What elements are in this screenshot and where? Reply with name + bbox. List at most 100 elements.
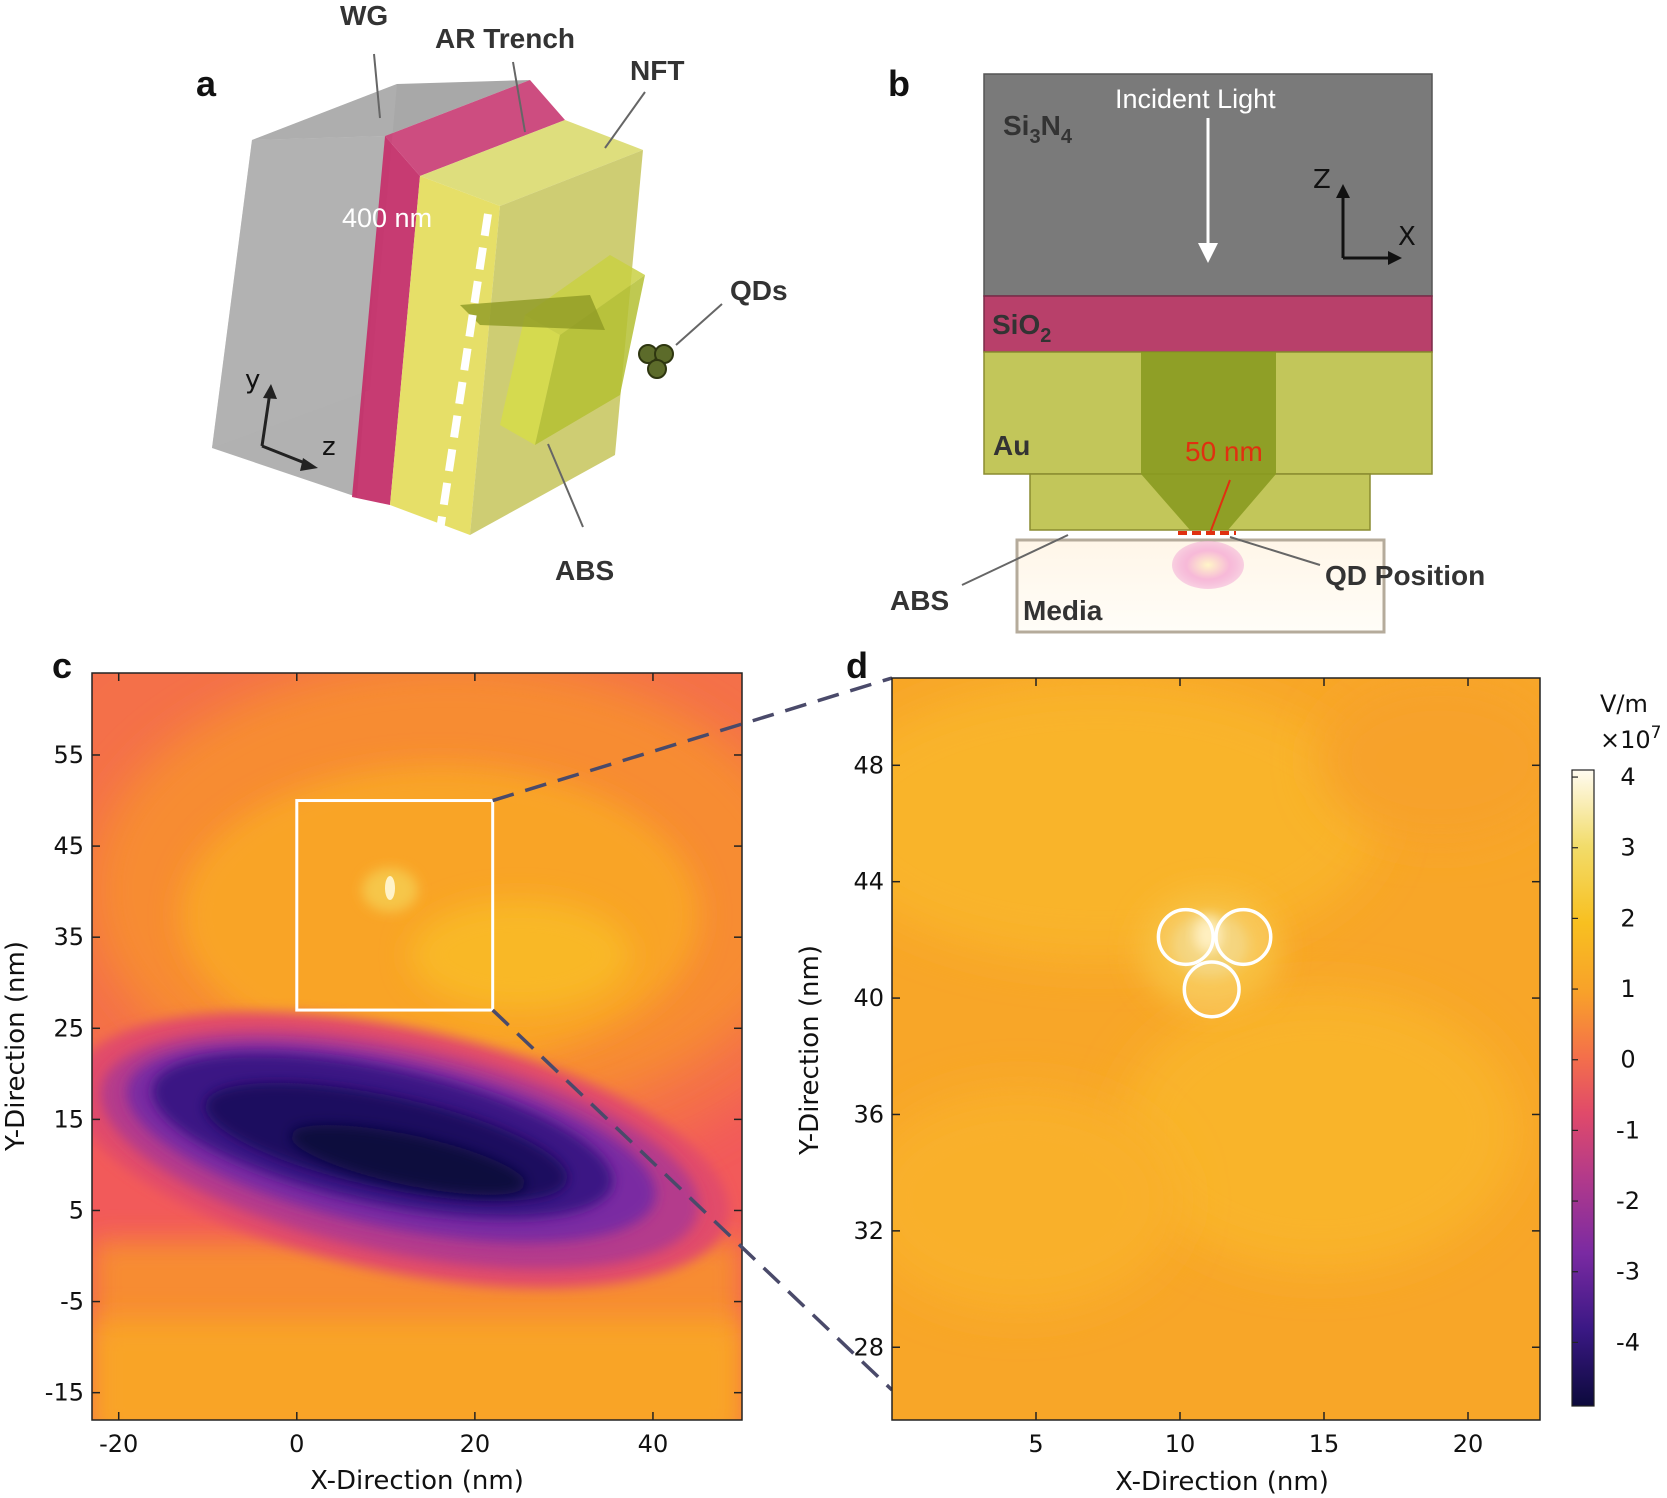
y-tick-label: 15 [53, 1105, 84, 1133]
colorbar-tick-label: 0 [1620, 1046, 1635, 1074]
colorbar-tick-label: -1 [1616, 1116, 1640, 1144]
y-tick-label: 44 [853, 868, 884, 896]
heatmap-c [92, 673, 742, 1420]
b-abs-label: ABS [890, 585, 949, 616]
heatmap-d [892, 678, 1540, 1420]
y-tick-label: 35 [53, 923, 84, 951]
y-tick-label: -15 [45, 1379, 84, 1407]
abs-front [500, 315, 560, 445]
hot-spot [1172, 541, 1244, 589]
colorbar-tick-label: 1 [1620, 975, 1635, 1003]
dimension-label: 400 nm [342, 203, 432, 233]
y-tick-label: 45 [53, 832, 84, 860]
zoom-box [295, 799, 495, 1012]
x-tick-label: 20 [1453, 1430, 1484, 1458]
panel-b-letter: b [888, 63, 910, 104]
axes-d: 5 10 15 20 28 32 36 40 44 48 [853, 678, 1540, 1458]
b-abs-leader [961, 534, 1069, 586]
ar-trench-front [352, 136, 420, 505]
au-core [1141, 352, 1276, 530]
b-dimension-label: 50 nm [1185, 436, 1263, 467]
plot-d-frame [891, 677, 1541, 1421]
x-tick-label: 20 [460, 1430, 491, 1458]
colorbar-tick-label: -4 [1616, 1328, 1640, 1356]
wg-label: WG [340, 0, 388, 31]
y-tick-label: 55 [53, 741, 84, 769]
qd-circles [1156, 907, 1273, 1019]
b-axis-x-head [1388, 251, 1402, 265]
x-tick-label: 10 [1165, 1430, 1196, 1458]
nft-top [420, 120, 643, 206]
panel-a: a WG AR Trench NFT QDs [196, 0, 788, 586]
qd-circle [1214, 907, 1273, 967]
c-ylabel: Y-Direction (nm) [1, 941, 31, 1152]
nft-leader [604, 91, 646, 149]
qd-position-label: QD Position [1325, 560, 1485, 591]
colorbar-tick-label: -3 [1616, 1258, 1640, 1286]
zoom-connector-top [492, 676, 893, 803]
axes-gizmo: y z [245, 365, 336, 471]
incident-arrowhead [1198, 243, 1218, 263]
nft-dashed-line [436, 213, 492, 531]
colorbar-unit: V/m [1600, 690, 1648, 718]
colorbar-tick-label: 2 [1620, 904, 1635, 932]
d-ylabel: Y-Direction (nm) [795, 945, 825, 1156]
panel-c-letter: c [52, 645, 72, 686]
y-tick-label: 32 [853, 1217, 884, 1245]
nft-label: NFT [630, 55, 684, 86]
y-tick-label: -5 [60, 1288, 84, 1316]
panel-d-letter: d [846, 645, 868, 686]
b-axis-z-head [1336, 184, 1350, 198]
y-tick-label: 40 [853, 984, 884, 1012]
zoom-connector-bottom [491, 1008, 894, 1392]
qds-leader [675, 303, 723, 346]
b-axis-x-label: X [1398, 222, 1416, 252]
y-tick-label: 5 [69, 1196, 84, 1224]
y-tick-label: 25 [53, 1014, 84, 1042]
axis-z-label: z [322, 432, 336, 462]
qd-position-leader [1229, 536, 1321, 566]
colorbar [1571, 769, 1595, 1407]
abs-side [535, 275, 645, 445]
incident-light-label: Incident Light [1115, 84, 1276, 114]
x-tick-label: 0 [289, 1430, 304, 1458]
colorbar-tick-label: -2 [1616, 1187, 1640, 1215]
qd-circle [1156, 907, 1215, 967]
plot-c-frame [91, 672, 743, 1421]
x-tick-label: -20 [99, 1430, 138, 1458]
b-axis-z-label: Z [1313, 165, 1331, 195]
dimension-leader [1209, 479, 1231, 534]
x-tick-label: 15 [1309, 1430, 1340, 1458]
ar-trench-label: AR Trench [435, 23, 575, 54]
abs-leader [547, 443, 584, 528]
nft-front [390, 176, 500, 535]
c-xlabel: X-Direction (nm) [310, 1466, 524, 1496]
qd-cluster [638, 344, 674, 379]
panel-a-letter: a [196, 63, 217, 104]
x-tick-label: 5 [1028, 1430, 1043, 1458]
wg-block-inner [212, 84, 397, 448]
si3n4-label: Si3N4 [1003, 110, 1073, 148]
y-tick-label: 28 [853, 1333, 884, 1361]
ar-trench-leader [512, 61, 526, 133]
colorbar-ticks: 4 3 2 1 0 -1 -2 -3 -4 [1572, 763, 1640, 1356]
media-label: Media [1023, 595, 1103, 626]
y-tick-label: 48 [853, 751, 884, 779]
y-tick-label: 36 [853, 1100, 884, 1128]
colorbar-scale: ×107 [1600, 723, 1661, 754]
sio2-label: SiO2 [992, 309, 1051, 347]
axis-y-label: y [245, 365, 260, 395]
x-tick-label: 40 [638, 1430, 669, 1458]
wg-leader [373, 53, 381, 119]
panel-b: b Z X Si3N4 Incident Light SiO2 Au 50 nm… [888, 63, 1485, 634]
colorbar-tick-label: 4 [1620, 763, 1635, 791]
axes-c: -20 0 20 40 -15 -5 5 15 25 35 45 55 [45, 673, 742, 1458]
au-label: Au [993, 430, 1030, 461]
abs-label: ABS [555, 555, 614, 586]
abs-pointer [460, 295, 605, 330]
qd-circle [1182, 960, 1241, 1019]
qds-label: QDs [730, 275, 788, 306]
